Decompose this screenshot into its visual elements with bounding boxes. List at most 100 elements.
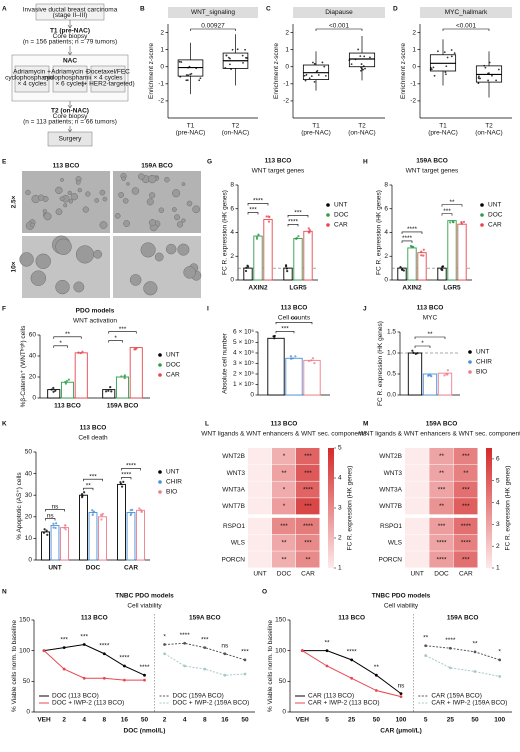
bracket bbox=[414, 336, 446, 339]
heat-cell bbox=[405, 551, 429, 568]
y-tick-label: 0 bbox=[282, 709, 286, 716]
y-tick-label: -1 bbox=[283, 81, 289, 88]
jitter-dot bbox=[350, 63, 353, 66]
panel-letter: N bbox=[2, 589, 7, 596]
replicate-dot bbox=[311, 357, 315, 360]
panel-letter: L bbox=[205, 421, 209, 428]
heat-cell bbox=[272, 551, 296, 568]
flow-text: (n = 113 patients; n = 66 tumors) bbox=[23, 119, 117, 126]
y-tick-label: 10 bbox=[25, 535, 33, 542]
cell-label: *** bbox=[304, 453, 312, 460]
significance: *** bbox=[60, 636, 68, 643]
significance: *** bbox=[80, 633, 88, 640]
panel-letter: H bbox=[363, 159, 368, 166]
row-label: WNT3A bbox=[222, 487, 245, 494]
bracket bbox=[247, 212, 259, 215]
organoid bbox=[177, 243, 190, 256]
x-tick-label: 25 bbox=[447, 717, 455, 724]
cell-label: *** bbox=[438, 487, 446, 494]
legend-label: DOC + IWP-2 (159A BCO) bbox=[173, 700, 250, 707]
replicate-dot bbox=[79, 352, 83, 355]
significance: <0.001 bbox=[329, 23, 349, 30]
point bbox=[243, 658, 247, 662]
chart-subtitle: Cell viability bbox=[127, 603, 162, 610]
chart-title: Diapause bbox=[325, 9, 353, 16]
organoid bbox=[148, 174, 157, 184]
organoid bbox=[55, 208, 63, 216]
y-tick-label: -2 bbox=[283, 98, 289, 105]
legend-marker bbox=[326, 213, 330, 217]
replicate-dot bbox=[246, 265, 250, 268]
row-label: PORCN bbox=[222, 556, 246, 563]
replicate-dot bbox=[107, 389, 110, 392]
chart-subtitle: WNT target genes bbox=[406, 168, 459, 175]
chart-title: 113 BCO bbox=[271, 421, 298, 428]
bar bbox=[102, 389, 116, 399]
heat-cell bbox=[272, 464, 296, 481]
cell-label: ** bbox=[305, 556, 311, 563]
y-tick-label: -2 bbox=[158, 98, 164, 105]
point bbox=[223, 673, 227, 677]
x-tick-label: LGR5 bbox=[443, 285, 461, 292]
cell-label: *** bbox=[462, 556, 470, 563]
jitter-dot bbox=[359, 55, 362, 58]
bar bbox=[50, 524, 60, 561]
jitter-dot bbox=[478, 75, 480, 78]
x-tick-label: T1 bbox=[439, 123, 447, 130]
y-tick-label: 150 bbox=[275, 617, 286, 624]
bracket bbox=[190, 28, 236, 31]
organoid bbox=[126, 182, 130, 186]
jitter-dot bbox=[304, 79, 307, 82]
significance: * bbox=[421, 340, 424, 347]
bracket bbox=[45, 518, 56, 521]
x-tick-label: 5 bbox=[424, 717, 428, 724]
replicate-dot bbox=[462, 220, 466, 223]
significance: **** bbox=[126, 463, 137, 470]
y-tick-label: 0 bbox=[160, 63, 164, 70]
organoid bbox=[82, 206, 89, 213]
jitter-dot bbox=[444, 71, 447, 74]
y-tick-label: 6 bbox=[230, 205, 234, 212]
x-tick-label: T2 bbox=[358, 123, 366, 130]
y-tick-label: 2 bbox=[160, 29, 164, 36]
chart-title: WNT_signaling bbox=[191, 9, 235, 16]
significance: ** bbox=[324, 639, 330, 646]
y-tick-label: 100 bbox=[275, 647, 286, 654]
bracket bbox=[247, 203, 269, 206]
organoid bbox=[165, 243, 177, 255]
legend-label: CHIR bbox=[166, 479, 182, 486]
replicate-dot bbox=[308, 229, 311, 232]
replicate-dot bbox=[420, 250, 423, 253]
cell-label: *** bbox=[304, 470, 312, 477]
legend-label: DOC (159A BCO) bbox=[173, 693, 224, 700]
replicate-dot bbox=[65, 379, 69, 383]
cell-label: **** bbox=[436, 556, 447, 563]
replicate-dot bbox=[411, 349, 414, 352]
significance: *** bbox=[241, 649, 249, 656]
significance: ns bbox=[221, 642, 229, 649]
cell-label: *** bbox=[462, 487, 470, 494]
y-tick-label: 1 × 10⁵ bbox=[233, 381, 254, 388]
jitter-dot bbox=[198, 79, 201, 82]
point bbox=[350, 676, 354, 680]
organoid bbox=[63, 203, 68, 208]
point bbox=[203, 646, 207, 649]
series-line bbox=[43, 644, 145, 676]
legend-label: CAR + IWP-2 (113 BCO) bbox=[308, 700, 380, 707]
y-axis-label: FC R. expression (HK genes) bbox=[375, 190, 382, 275]
significance: **** bbox=[121, 472, 132, 479]
jitter-dot bbox=[312, 61, 314, 64]
y-tick-label: 150 bbox=[19, 617, 30, 624]
cell-label: *** bbox=[304, 503, 312, 510]
y-tick-label: 3 × 10⁵ bbox=[233, 360, 254, 367]
jitter-dot bbox=[246, 57, 248, 59]
replicate-dot bbox=[244, 269, 248, 273]
x-tick-sublabel: (pre-NAC) bbox=[428, 130, 458, 137]
cell-label: **** bbox=[436, 540, 447, 547]
jitter-dot bbox=[360, 63, 363, 65]
bar bbox=[263, 218, 273, 281]
point bbox=[399, 692, 403, 695]
x-tick-sublabel: (pre-NAC) bbox=[176, 130, 206, 137]
significance: ** bbox=[427, 331, 433, 338]
